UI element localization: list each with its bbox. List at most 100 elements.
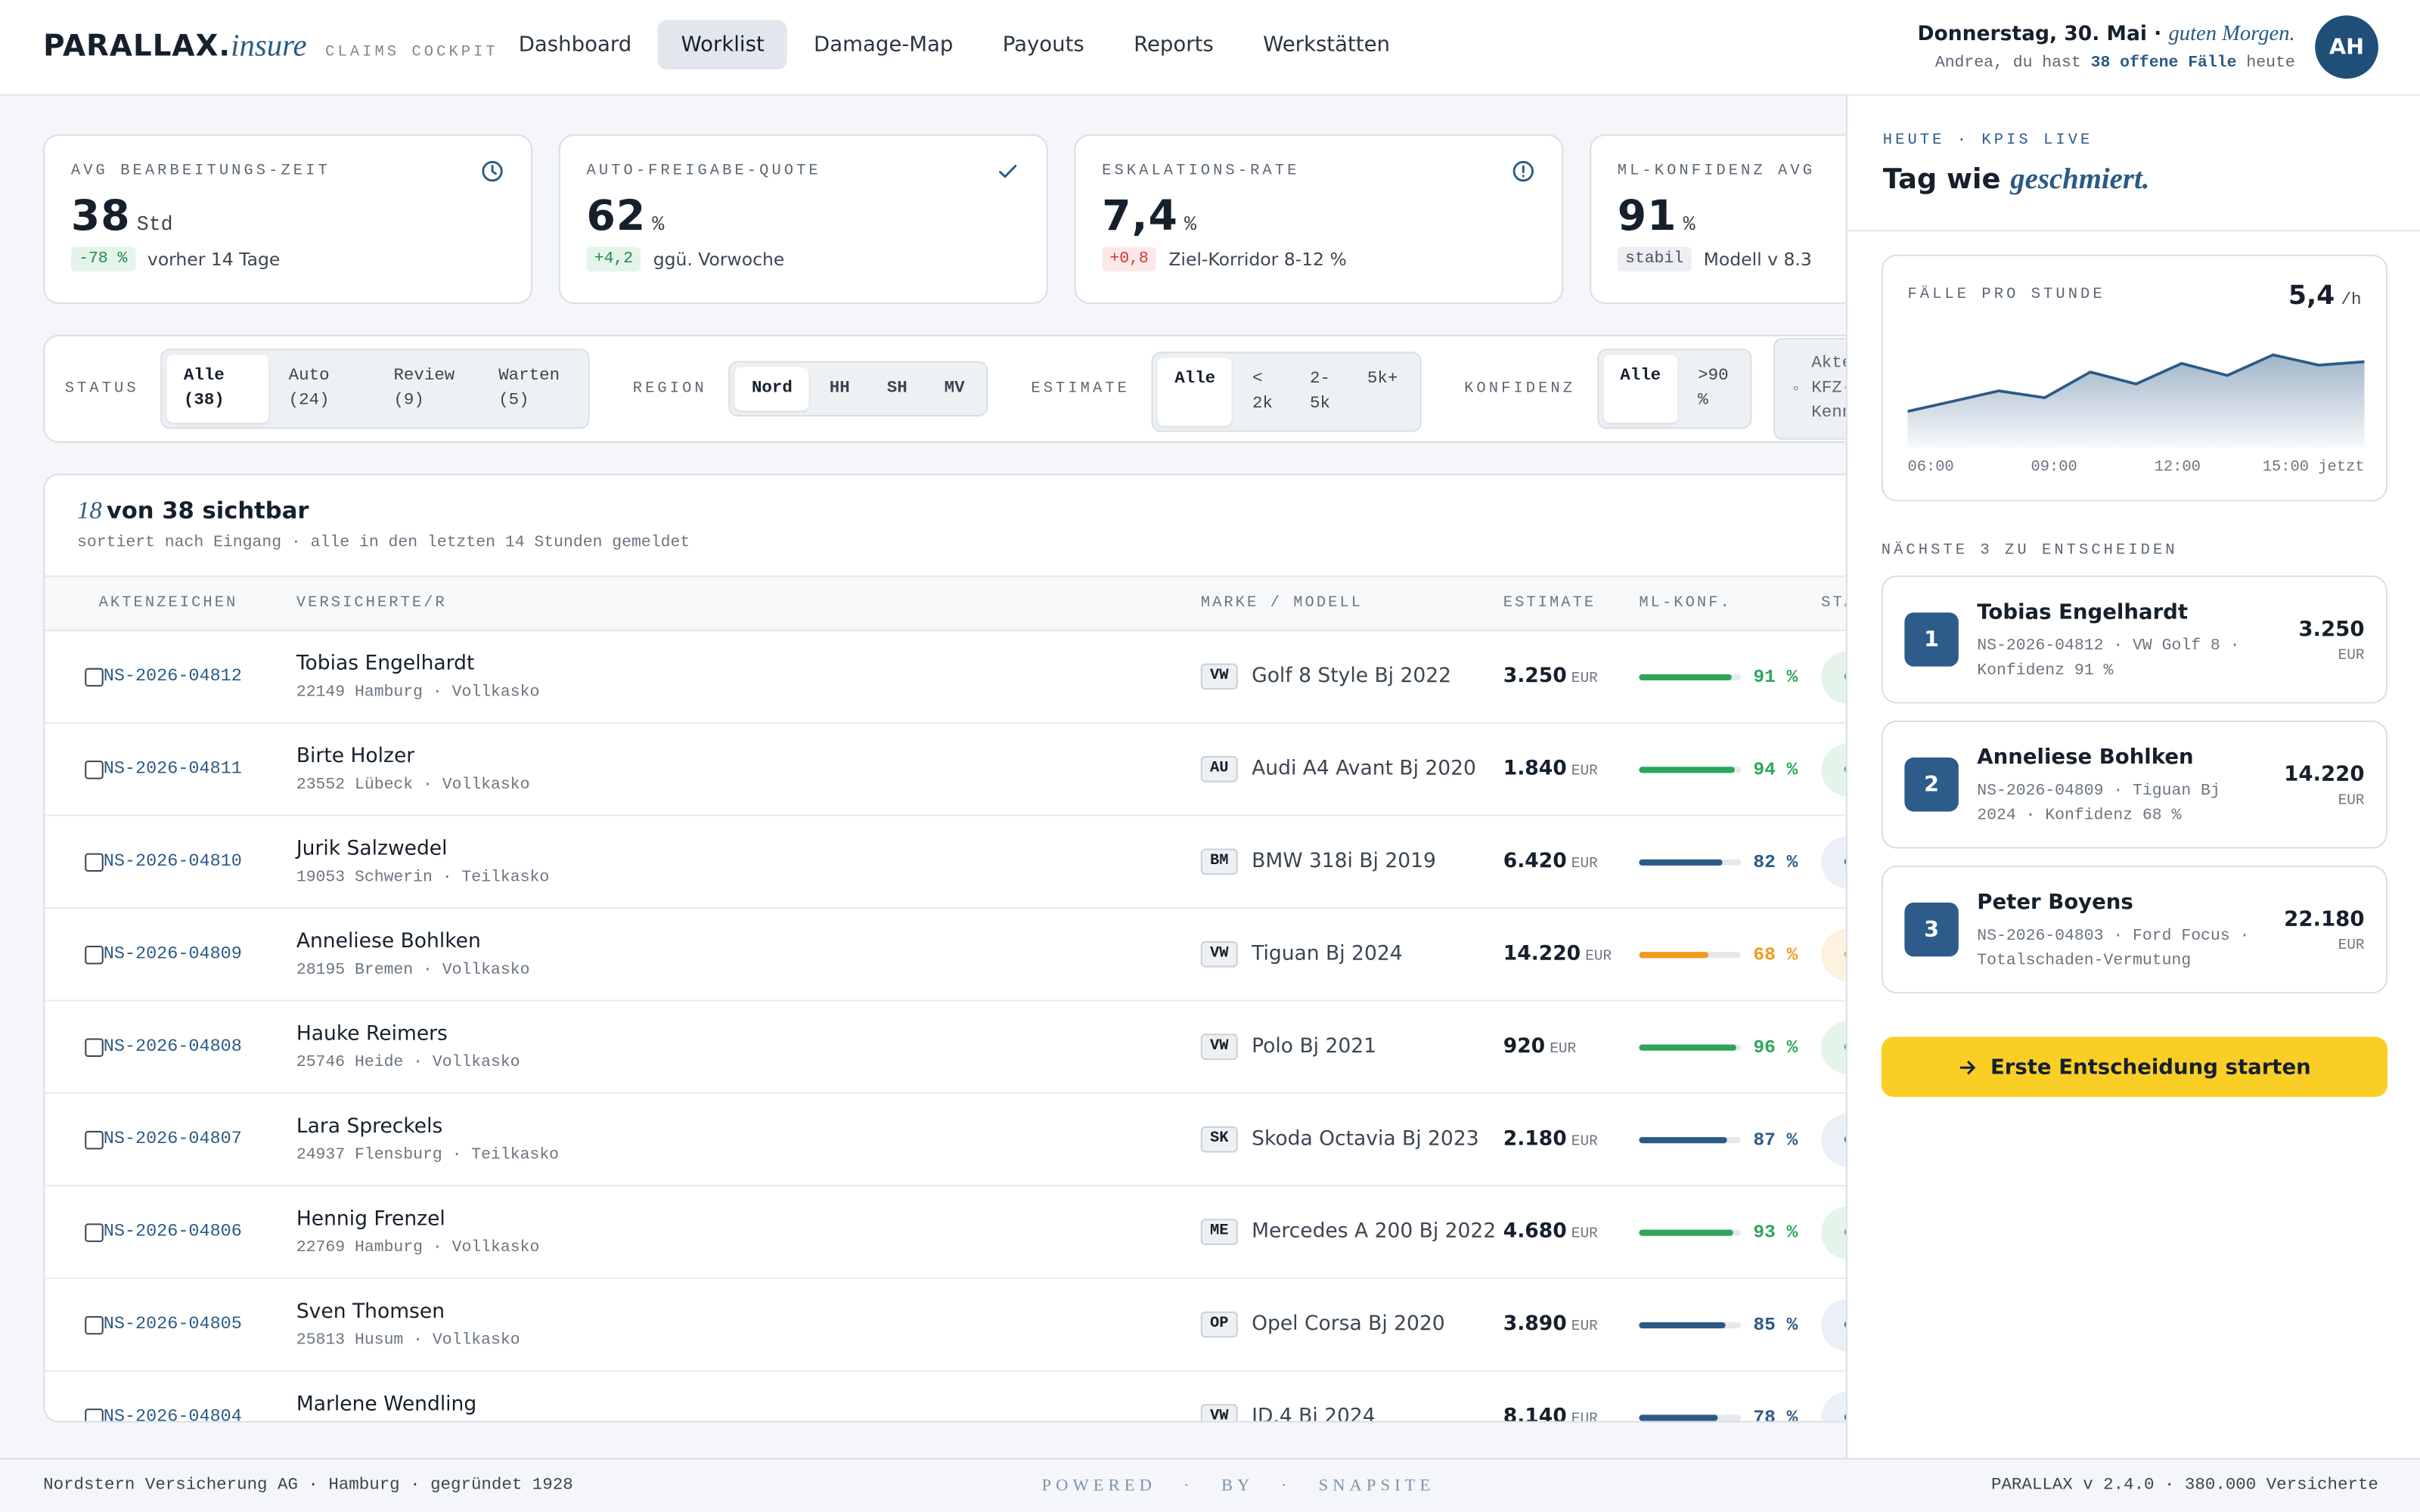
filter-option[interactable]: MV [944, 380, 965, 398]
claim-row[interactable]: NS-2026-04812 Tobias Engelhardt 22149 Hamb… [45, 631, 1846, 724]
nav-link[interactable]: Werkstätten [1263, 32, 1391, 57]
filter-option[interactable]: Alle (38) [166, 355, 269, 423]
filter-bar: STATUS Alle (38) Auto (24) Review (9) Warten… [43, 334, 1846, 443]
claim-id-cell: NS-2026-04808 [85, 1036, 296, 1057]
confidence-bar [1639, 858, 1723, 865]
claim-row[interactable]: NS-2026-04807 Lara Spreckels 24937 Flensbu… [45, 1094, 1846, 1187]
amount: 22.180 [2284, 906, 2365, 932]
nav-link[interactable]: Worklist [657, 20, 788, 70]
filter-label: KONFIDENZ [1464, 380, 1576, 398]
filter-option[interactable]: 2-5k [1309, 370, 1330, 414]
row-checkbox[interactable] [85, 760, 104, 779]
filter-option[interactable]: Alle [1602, 355, 1678, 423]
eyebrow: HEUTE · KPIS LIVE [1882, 132, 2093, 150]
search-box[interactable]: Aktenzeichen, KFZ-Kennzeichen [1773, 337, 1846, 440]
brand-badge: VW [1200, 1404, 1238, 1421]
column-header: VERSICHERTE/R [296, 594, 447, 612]
claim-row[interactable]: NS-2026-04805 Sven Thomsen 25813 Husum · V… [45, 1279, 1846, 1372]
confidence-track [1639, 1321, 1742, 1328]
headline-text: Tag wie [1882, 163, 2001, 197]
filter-option[interactable]: Warten (5) [498, 367, 560, 411]
row-checkbox[interactable] [85, 852, 104, 872]
nav-link[interactable]: Damage-Map [814, 32, 954, 57]
row-checkbox[interactable] [85, 944, 104, 964]
brand-badge: VW [1200, 940, 1238, 968]
status-dot [1843, 672, 1846, 680]
estimate: 4.680 [1503, 1220, 1567, 1244]
filter-option[interactable]: < 2k [1252, 370, 1274, 414]
row-checkbox[interactable] [85, 1408, 104, 1421]
vehicle-model: Golf 8 Style Bj 2022 [1252, 665, 1452, 689]
segmented-control: Nord HH SH MV [728, 361, 988, 417]
claim-id[interactable]: NS-2026-04808 [103, 1036, 242, 1057]
filter-option[interactable]: Review (9) [393, 367, 455, 411]
cta-label: Erste Entscheidung starten [1990, 1054, 2311, 1080]
queue-item[interactable]: 3 Peter Boyens NS-2026-04803 · Ford Focus … [1881, 865, 2388, 994]
x-tick-label: 06:00 [1907, 460, 1954, 477]
row-checkbox[interactable] [85, 1037, 104, 1056]
insured-cell: Lara Spreckels 24937 Flensburg · Teilkask… [296, 1114, 1201, 1163]
kpi-icon [482, 160, 503, 182]
estimate-cell: 2.180 EUR [1503, 1128, 1640, 1151]
claim-row[interactable]: NS-2026-04808 Hauke Reimers 25746 Heide · … [45, 1001, 1846, 1094]
estimate-cell: 4.680 EUR [1503, 1220, 1640, 1244]
confidence-track [1639, 673, 1742, 680]
claim-id[interactable]: NS-2026-04809 [103, 943, 242, 965]
claim-row[interactable]: NS-2026-04810 Jurik Salzwedel 19053 Schwer… [45, 816, 1846, 909]
nav-link[interactable]: Payouts [1002, 32, 1084, 57]
nav-link[interactable]: Reports [1134, 32, 1214, 57]
row-checkbox[interactable] [85, 1222, 104, 1241]
claim-id[interactable]: NS-2026-04811 [103, 759, 242, 779]
claim-row[interactable]: NS-2026-04809 Anneliese Bohlken 28195 Brem… [45, 909, 1846, 1002]
avatar[interactable]: AH [2315, 15, 2378, 79]
filter-option[interactable]: SH [886, 380, 908, 398]
claim-id-cell: NS-2026-04807 [85, 1129, 296, 1150]
nav-link[interactable]: Dashboard [518, 32, 632, 57]
claim-row[interactable]: NS-2026-04804 Marlene Wendling21073 Hambu… [45, 1371, 1846, 1423]
status-cell [1821, 835, 1846, 888]
row-checkbox[interactable] [85, 1129, 104, 1149]
date: Donnerstag, 30. Mai · [1917, 23, 2162, 47]
filter-label: REGION [632, 380, 707, 398]
notice-line: Andrea, du hast 38 offene Fälle heute [1918, 54, 2295, 72]
visible-count: 18 [77, 498, 102, 525]
filter-option[interactable]: Alle [1157, 358, 1233, 426]
cta-button[interactable]: Erste Entscheidung starten [1881, 1036, 2388, 1098]
chart-current: 5,4/h [2288, 280, 2362, 311]
kpi-delta: -78 % [70, 246, 135, 272]
estimate: 6.420 [1503, 850, 1567, 874]
queue-rank: 3 [1904, 902, 1959, 957]
insured-cell: Marlene Wendling21073 Hamburg · Vollkask… [296, 1393, 1201, 1421]
queue-detail: NS-2026-04803 · Ford Focus · Totalschade… [1977, 927, 2250, 971]
row-checkbox[interactable] [85, 1315, 104, 1334]
queue-item[interactable]: 2 Anneliese Bohlken NS-2026-04809 · Tiguan… [1881, 720, 2388, 849]
filter-option[interactable]: >90 % [1698, 367, 1729, 411]
worklist: 18 von 38 sichtbar sortiert nach Eingang ·… [43, 473, 1846, 1423]
claim-row[interactable]: NS-2026-04806 Hennig Frenzel 22769 Hamburg… [45, 1186, 1846, 1279]
insured-cell: Tobias Engelhardt 22149 Hamburg · Vollkas… [296, 652, 1201, 701]
vehicle-cell: ME Mercedes A 200 Bj 2022 [1200, 1219, 1503, 1245]
confidence-track [1639, 766, 1742, 773]
claim-id[interactable]: NS-2026-04806 [103, 1222, 242, 1242]
filter-option[interactable]: Nord [734, 367, 810, 411]
kpi-label: ML-KONFIDENZ AVG [1617, 163, 1816, 181]
claim-id[interactable]: NS-2026-04804 [103, 1407, 242, 1423]
kpi-card: ML-KONFIDENZ AVG 91% stabil Modell v 8.3 [1590, 134, 1846, 305]
claim-id[interactable]: NS-2026-04810 [103, 851, 242, 872]
filter-option[interactable]: 5k+ [1367, 370, 1398, 389]
claim-id[interactable]: NS-2026-04805 [103, 1314, 242, 1335]
claim-id[interactable]: NS-2026-04812 [103, 666, 242, 687]
kpi-value-line: 62% [587, 193, 1020, 240]
claim-id-cell: NS-2026-04806 [85, 1222, 296, 1242]
filter-option[interactable]: Auto (24) [288, 367, 330, 411]
claim-row[interactable]: NS-2026-04811 Birte Holzer 23552 Lübeck · … [45, 723, 1846, 816]
row-checkbox[interactable] [85, 667, 104, 686]
kpi-unit: Std [136, 212, 173, 237]
status-cell [1821, 1298, 1846, 1351]
filter-option[interactable]: HH [829, 380, 850, 398]
currency: EUR [2338, 646, 2365, 664]
confidence-bar [1639, 1321, 1726, 1328]
vehicle-model: ID.4 Bj 2024 [1252, 1405, 1376, 1423]
queue-item[interactable]: 1 Tobias Engelhardt NS-2026-04812 · VW Gol… [1881, 575, 2388, 704]
claim-id[interactable]: NS-2026-04807 [103, 1129, 242, 1150]
